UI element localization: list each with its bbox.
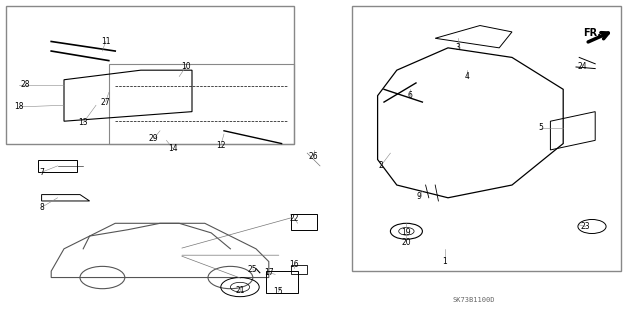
Text: 10: 10: [180, 63, 191, 71]
Text: 12: 12: [216, 141, 225, 150]
Bar: [266, 271, 298, 293]
Text: 4: 4: [465, 72, 470, 81]
Bar: [291, 265, 307, 274]
Text: 7: 7: [39, 168, 44, 177]
Text: 27: 27: [100, 98, 111, 107]
Text: 24: 24: [577, 63, 588, 71]
Text: 23: 23: [580, 222, 591, 231]
Text: 5: 5: [538, 123, 543, 132]
Text: 6: 6: [407, 91, 412, 100]
Text: 16: 16: [289, 260, 300, 269]
Text: 9: 9: [417, 192, 422, 201]
Text: 8: 8: [39, 203, 44, 212]
Text: 22: 22: [290, 214, 299, 223]
Text: 15: 15: [273, 287, 284, 296]
Bar: [6, 6, 294, 144]
Text: FR.: FR.: [583, 28, 601, 39]
Bar: [352, 6, 621, 271]
Text: 25: 25: [248, 265, 258, 274]
Text: 13: 13: [78, 118, 88, 127]
Text: 1: 1: [442, 257, 447, 266]
Text: 17: 17: [264, 268, 274, 277]
Text: 21: 21: [236, 286, 244, 295]
Text: 26: 26: [308, 152, 319, 161]
Text: 29: 29: [148, 134, 159, 143]
Text: 14: 14: [168, 144, 178, 153]
Text: 19: 19: [401, 228, 412, 237]
Text: 18: 18: [15, 102, 24, 111]
Text: 20: 20: [401, 238, 412, 247]
Text: 3: 3: [455, 43, 460, 52]
Bar: [291, 214, 317, 230]
Text: 28: 28: [21, 80, 30, 89]
Text: SK73B1100D: SK73B1100D: [452, 297, 495, 303]
Bar: [109, 64, 294, 144]
Text: 11: 11: [101, 37, 110, 46]
Text: 2: 2: [378, 161, 383, 170]
